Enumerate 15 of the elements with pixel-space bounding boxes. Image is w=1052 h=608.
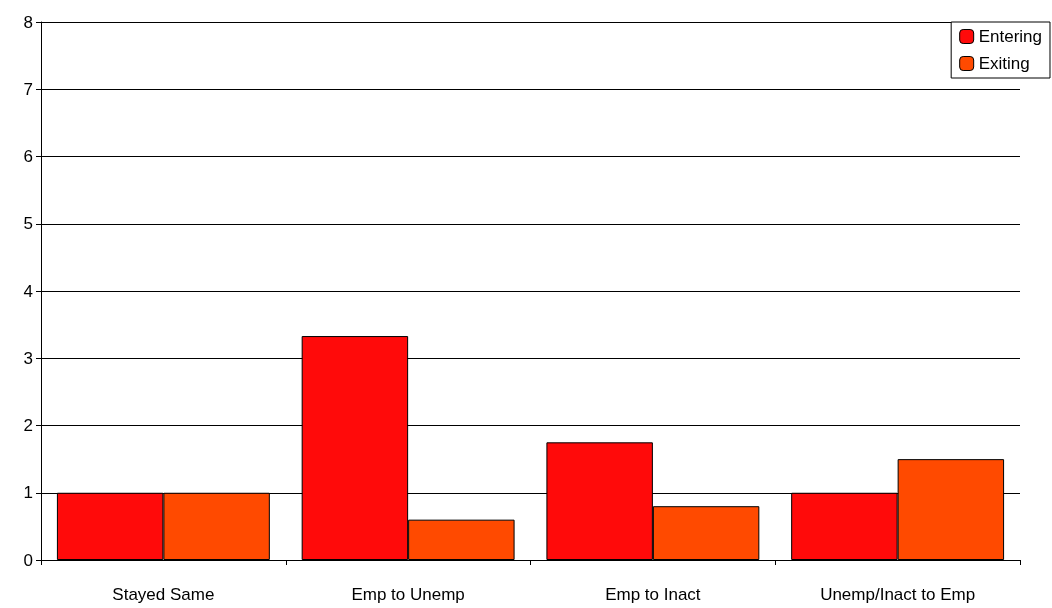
y-tick-label: 7 [23,79,33,99]
x-tick-label: Emp to Unemp [351,585,465,604]
y-tick-label: 3 [23,348,33,368]
x-tick-label: Emp to Inact [605,585,701,604]
y-tick-label: 8 [23,12,33,32]
y-tick-label: 4 [23,281,33,301]
y-tick-label: 2 [23,416,33,435]
y-tick-label: 1 [23,483,33,503]
y-tick-label: 0 [23,550,33,570]
x-tick-label: Unemp/Inact to Emp [820,585,976,604]
legend-label: Exiting [978,54,1030,73]
y-tick-label: 6 [23,147,33,166]
y-tick-label: 5 [23,214,33,234]
x-tick-label: Stayed Same [112,585,215,604]
legend-label: Entering [978,27,1043,46]
